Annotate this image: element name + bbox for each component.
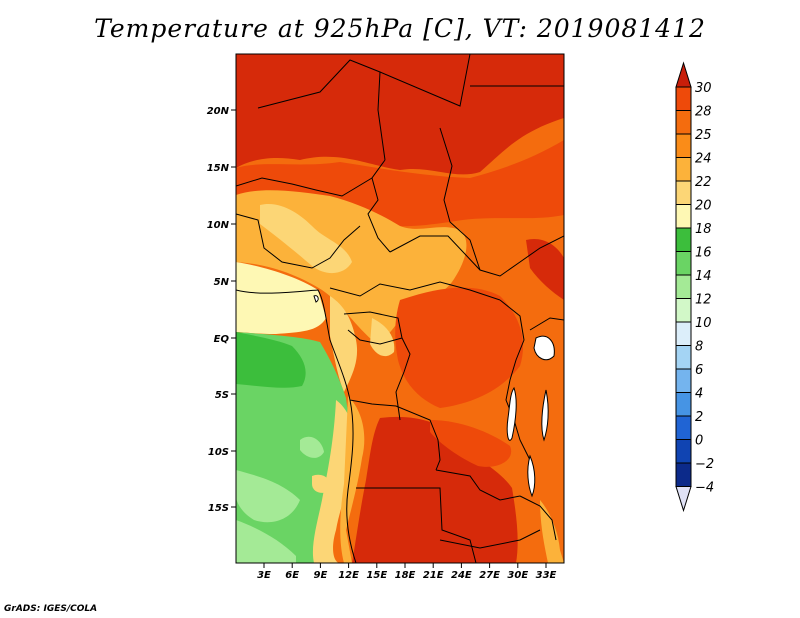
- colorbar-label: 2: [695, 410, 703, 425]
- colorbar-swatch: [675, 321, 692, 346]
- lat-tick-label: 20N: [207, 106, 230, 117]
- lat-tick-label: 10S: [208, 447, 229, 458]
- lon-tick-label: 33E: [536, 570, 557, 581]
- colorbar-label: 20: [695, 199, 712, 214]
- colorbar-label: 16: [695, 246, 712, 261]
- colorbar-label: 30: [695, 81, 712, 96]
- colorbar-swatch: [675, 415, 692, 440]
- lon-tick-label: 18E: [395, 570, 416, 581]
- longitude-axis: 3E 6E 9E 12E 15E 18E 21E 24E 27E 30E 33E: [257, 563, 557, 581]
- latitude-axis: 20N 15N 10N 5N EQ 5S 10S 15S: [207, 106, 236, 514]
- colorbar-swatch: [675, 274, 692, 299]
- lat-tick-label: 15S: [208, 503, 229, 514]
- colorbar-swatch: [675, 133, 692, 158]
- lon-tick-label: 3E: [257, 570, 271, 581]
- colorbar-swatch: [675, 368, 692, 393]
- map-frame: [235, 53, 565, 564]
- lon-tick-label: 6E: [285, 570, 299, 581]
- colorbar-swatch: [675, 462, 692, 487]
- lon-tick-label: 9E: [314, 570, 328, 581]
- colorbar-swatch: [675, 392, 692, 417]
- colorbar-swatch: [675, 298, 692, 323]
- colorbar-label: 4: [695, 387, 703, 402]
- colorbar-swatch: [675, 251, 692, 276]
- colorbar-swatch: [675, 110, 692, 135]
- colorbar-swatch: [675, 439, 692, 464]
- lat-tick-label: 5S: [215, 390, 229, 401]
- colorbar-swatch: [675, 86, 692, 111]
- colorbar-swatch: [675, 345, 692, 370]
- lat-tick-label: EQ: [214, 334, 230, 345]
- lon-tick-label: 21E: [423, 570, 444, 581]
- colorbar-label: 14: [695, 269, 712, 284]
- lon-tick-label: 12E: [338, 570, 359, 581]
- colorbar-swatch: [675, 180, 692, 205]
- colorbar-label: −4: [695, 481, 714, 496]
- lon-tick-label: 27E: [479, 570, 500, 581]
- lon-tick-label: 30E: [507, 570, 528, 581]
- colorbar-label: 22: [695, 175, 712, 190]
- colorbar-swatch: [675, 157, 692, 182]
- grads-credit: GrADS: IGES/COLA: [4, 604, 98, 614]
- colorbar-label: 8: [695, 340, 703, 355]
- colorbar-swatch: [675, 204, 692, 229]
- colorbar-swatch: [675, 227, 692, 252]
- colorbar-top-arrow: [675, 61, 692, 88]
- colorbar-label: 10: [695, 316, 712, 331]
- colorbar-label: −2: [695, 457, 714, 472]
- colorbar-bottom-arrow: [675, 486, 692, 513]
- lat-tick-label: 10N: [207, 220, 230, 231]
- map-title: Temperature at 925hPa [C], VT: 201908141…: [94, 14, 706, 43]
- country-borders: [236, 54, 564, 563]
- colorbar-label: 18: [695, 222, 712, 237]
- lat-tick-label: 5N: [214, 277, 230, 288]
- colorbar-label: 24: [695, 152, 712, 167]
- colorbar-label: 12: [695, 293, 712, 308]
- colorbar-label: 28: [695, 105, 712, 120]
- lakes: [313, 295, 555, 498]
- colorbar-label: 0: [695, 434, 703, 449]
- lon-tick-label: 15E: [366, 570, 387, 581]
- lat-tick-label: 15N: [207, 163, 230, 174]
- colorbar-label: 6: [695, 363, 703, 378]
- colorbar-label: 25: [695, 128, 712, 143]
- temperature-field: [236, 54, 564, 563]
- lon-tick-label: 24E: [451, 570, 472, 581]
